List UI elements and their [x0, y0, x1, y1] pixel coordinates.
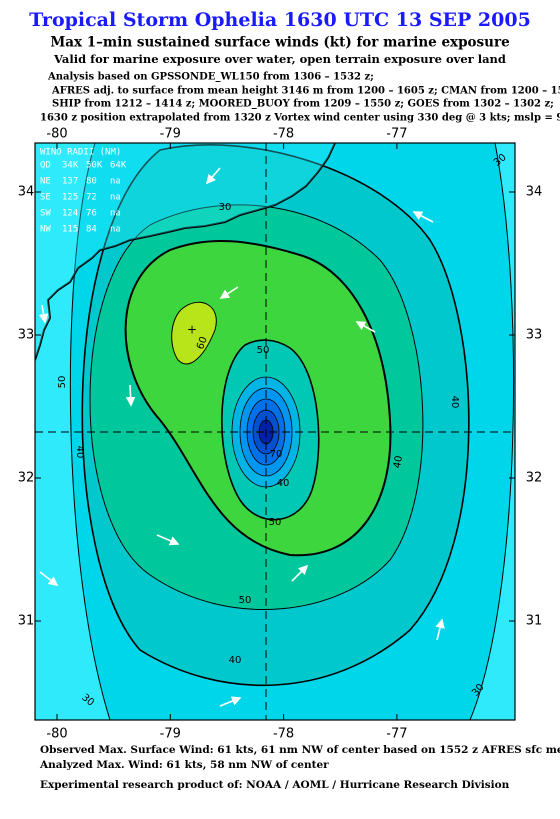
footer-line: Analyzed Max. Wind: 61 kts, 58 nm NW of …: [39, 759, 329, 771]
x-tick-label: -77: [386, 127, 407, 142]
x-tick-label: -79: [160, 127, 181, 142]
land: [35, 143, 335, 360]
wind-radii-cell: NE: [40, 177, 51, 187]
wind-radii-cell: 124: [62, 209, 78, 219]
validity: Valid for marine exposure over water, op…: [53, 52, 506, 66]
wind-radii-cell: SE: [40, 193, 51, 203]
x-tick-label: -78: [273, 727, 294, 742]
contour-label: 50: [239, 595, 252, 606]
contour-label: 40: [229, 655, 242, 666]
y-tick-label: 31: [18, 614, 35, 629]
subtitle: Max 1–min sustained surface winds (kt) f…: [50, 35, 509, 51]
y-tick-label: 32: [18, 471, 35, 486]
wind-radii-cell: SW: [40, 209, 51, 219]
contour-label: 60: [195, 335, 210, 351]
wind-vector: [219, 286, 239, 299]
x-tick-label: -79: [160, 727, 181, 742]
wind-radii-cell: 137: [62, 177, 78, 187]
y-tick-label: 32: [526, 471, 543, 486]
contour-label: 40: [392, 455, 405, 469]
contour-label: 40: [277, 478, 290, 489]
wind-radii-cell: 84: [86, 225, 97, 235]
wind-radii-cell: 64K: [110, 161, 127, 171]
y-tick-label: 31: [526, 614, 543, 629]
contour-label: 70: [270, 449, 283, 460]
contour-label: 50: [257, 345, 270, 356]
wind-radii-cell: na: [110, 209, 121, 219]
map-frame: [34, 142, 516, 721]
wind-radii-cell: 34K: [62, 161, 79, 171]
wind-vector: [435, 618, 445, 641]
wind-vector: [156, 534, 180, 546]
contour-label: 50: [269, 517, 282, 528]
contour-label: 40: [74, 446, 85, 459]
wind-vector: [412, 211, 434, 223]
wind-radii-cell: 115: [62, 225, 78, 235]
wind-radii-cell: na: [110, 225, 121, 235]
analysis-line: Analysis based on GPSSONDE_WL150 from 13…: [47, 72, 374, 83]
title: Tropical Storm Ophelia 1630 UTC 13 SEP 2…: [29, 9, 531, 31]
wind-vector: [125, 384, 136, 407]
wind-vector: [205, 167, 221, 185]
wind-vector: [39, 571, 59, 586]
footer-line: Observed Max. Surface Wind: 61 kts, 61 n…: [40, 744, 560, 756]
analysis-line: AFRES adj. to surface from mean height 3…: [51, 86, 560, 97]
wind-radii-cell: 72: [86, 193, 97, 203]
wind-field: +: [35, 143, 515, 720]
wind-radii-cell: na: [110, 193, 121, 203]
y-tick-label: 33: [18, 328, 35, 343]
wind-radii-cell: 76: [86, 209, 97, 219]
wind-radii-cell: 125: [62, 193, 78, 203]
analysis-line: 1630 z position extrapolated from 1320 z…: [40, 113, 560, 124]
max-wind-marker: +: [187, 323, 197, 337]
wind-radii-cell: 80: [86, 177, 97, 187]
wind-radii-cell: NW: [40, 225, 51, 235]
wind-radii-cell: QD: [40, 161, 51, 171]
wind-vectors: [38, 167, 445, 707]
contour-label: 50: [57, 376, 68, 389]
wind-vector: [219, 696, 242, 707]
wind-vector: [355, 321, 376, 333]
wind-radii-title: WIND RADII (NM): [40, 148, 121, 158]
contour-60: [171, 301, 217, 365]
contour-label: 40: [449, 396, 460, 409]
analysis-line: SHIP from 1212 – 1414 z; MOORED_BUOY fro…: [52, 99, 554, 110]
wind-vector: [291, 564, 309, 582]
y-tick-label: 33: [526, 328, 543, 343]
wind-radii-cell: na: [110, 177, 121, 187]
x-tick-label: -80: [46, 727, 67, 742]
x-tick-label: -78: [273, 127, 294, 142]
y-tick-label: 34: [526, 185, 543, 200]
contour-label: 30: [219, 202, 232, 213]
x-tick-label: -80: [46, 127, 67, 142]
x-tick-label: -77: [386, 727, 407, 742]
coastline: [35, 143, 336, 361]
credit: Experimental research product of: NOAA /…: [40, 779, 510, 791]
y-tick-label: 34: [18, 185, 35, 200]
wind-vector: [38, 304, 49, 324]
wind-radii-cell: 50K: [86, 161, 103, 171]
